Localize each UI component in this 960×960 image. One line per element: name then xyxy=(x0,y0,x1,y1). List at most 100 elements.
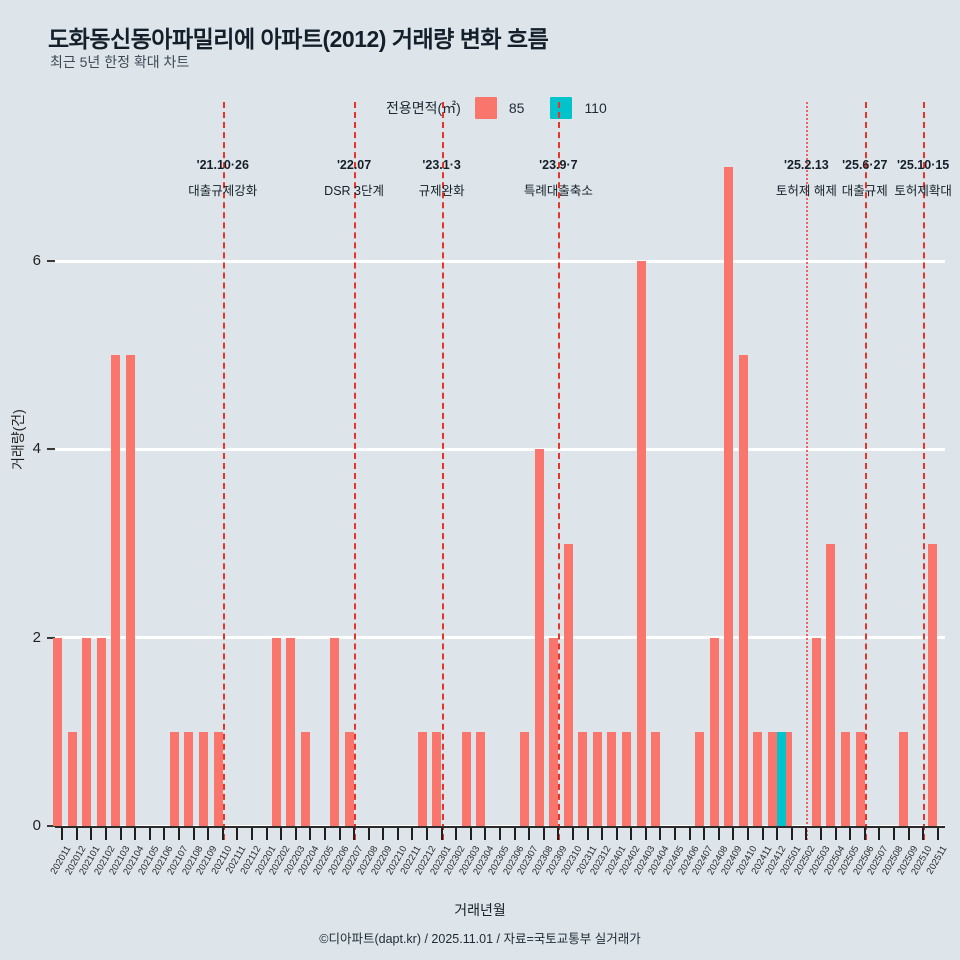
x-axis-tick xyxy=(499,828,501,840)
annotation-date: '25.2.13 xyxy=(784,158,829,172)
annotation-date: '25.10·15 xyxy=(896,158,950,172)
x-axis-tick xyxy=(528,828,531,840)
plot-area: 0 2 4 6 xyxy=(33,102,945,840)
bar-202108-85 xyxy=(184,731,194,826)
x-axis-tick xyxy=(353,828,356,840)
legend-swatch-110 xyxy=(550,97,573,119)
bar-202506-85 xyxy=(855,731,865,826)
annotation-date: '25.6·27 xyxy=(842,158,888,172)
annotation-text: 토허제확대 xyxy=(894,184,952,198)
gridline xyxy=(55,447,945,451)
x-axis-tick xyxy=(236,828,239,840)
x-axis-tick xyxy=(396,828,399,840)
bar-202410-85 xyxy=(738,355,748,826)
x-axis-title: 거래년월 xyxy=(454,902,506,918)
annotation-line-202207 xyxy=(354,102,357,840)
y-axis-title: 거래량(건) xyxy=(10,409,26,470)
annotation-label-202110: '21.10·26 대출규제강화 xyxy=(153,158,293,199)
x-axis-tick xyxy=(601,828,604,840)
bar-202403-85 xyxy=(636,261,646,826)
bar-202401-85 xyxy=(607,731,617,826)
x-axis-tick xyxy=(265,828,268,840)
x-axis-tick xyxy=(178,828,181,840)
bar-202503-85 xyxy=(811,637,821,826)
bar-202103-85 xyxy=(111,355,121,826)
bar-202505-85 xyxy=(840,731,850,826)
x-axis-tick xyxy=(630,828,633,840)
bar-202104-85 xyxy=(125,355,135,826)
y-axis-tick-label: 6 xyxy=(32,252,41,269)
annotation-text: 규제완화 xyxy=(418,184,465,198)
bar-202308-85 xyxy=(534,449,544,826)
annotation-date: '23.9·7 xyxy=(539,158,578,172)
x-axis-tick xyxy=(411,828,414,840)
bar-202412-110 xyxy=(777,731,787,826)
bar-202011-85 xyxy=(53,637,63,826)
x-axis-tick xyxy=(659,828,662,840)
legend-title: 전용면적(㎡) xyxy=(386,100,461,116)
y-axis-tick-mark xyxy=(47,636,55,639)
annotation-line-202506 xyxy=(864,102,867,840)
x-axis-tick xyxy=(207,828,210,840)
bar-202504-85 xyxy=(826,543,836,826)
bar-202101-85 xyxy=(82,637,92,826)
bar-202203-85 xyxy=(286,637,296,826)
x-axis-tick xyxy=(936,828,939,840)
x-axis-tick xyxy=(119,828,122,840)
x-axis-tick xyxy=(644,828,647,840)
bar-202110-85 xyxy=(213,731,223,826)
annotation-label-202301: '23.1·3 규제완화 xyxy=(372,158,512,199)
x-axis-tick xyxy=(294,828,297,840)
bar-202501-85 xyxy=(782,731,792,826)
bar-202301-85 xyxy=(432,731,442,826)
bar-202407-85 xyxy=(695,731,704,826)
x-axis-tick xyxy=(761,828,764,840)
page-subtitle: 최근 5년 한정 확대 차트 xyxy=(50,54,190,70)
x-axis-tick xyxy=(426,828,429,840)
annotation-text: 특례대출축소 xyxy=(523,184,593,198)
x-axis-tick xyxy=(571,828,574,840)
x-axis-tick xyxy=(849,828,852,840)
x-axis-tick xyxy=(922,828,925,840)
x-axis-tick xyxy=(776,828,779,840)
bar-202109-85 xyxy=(198,731,208,826)
x-axis-tick xyxy=(105,828,108,840)
annotation-line-202502 xyxy=(806,102,809,840)
annotation-label-202510: '25.10·15 토허제확대 xyxy=(853,158,960,199)
x-axis-tick xyxy=(469,828,472,840)
x-axis-tick xyxy=(309,828,312,840)
bar-202402-85 xyxy=(622,731,632,826)
bar-202107-85 xyxy=(169,731,179,826)
bar-202204-85 xyxy=(301,731,311,826)
annotation-label-202502: '25.2.13 토허제 해제 xyxy=(736,158,876,199)
annotation-date: '21.10·26 xyxy=(196,158,249,172)
x-axis-tick xyxy=(75,828,78,840)
x-axis-tick xyxy=(863,828,866,840)
bar-202207-85 xyxy=(344,731,354,826)
annotation-label-202207: '22.07 DSR 3단계 xyxy=(284,158,424,199)
bar-202311-85 xyxy=(578,731,588,826)
x-axis-tick xyxy=(323,828,326,840)
x-axis-tick xyxy=(221,828,224,840)
annotation-line-202110 xyxy=(222,102,225,840)
annotation-text: DSR 3단계 xyxy=(324,184,384,198)
annotation-text: 대출규제 xyxy=(841,184,888,198)
legend-label-85: 85 xyxy=(508,100,525,116)
x-axis-tick xyxy=(732,828,735,840)
bar-202307-85 xyxy=(519,731,529,826)
bar-202012-85 xyxy=(67,731,77,826)
x-axis-tick xyxy=(61,828,64,840)
x-axis-tick xyxy=(674,828,677,840)
x-axis-tick xyxy=(367,828,370,840)
bar-202102-85 xyxy=(96,637,106,826)
bar-202304-85 xyxy=(476,731,486,826)
y-axis-tick-label: 0 xyxy=(32,817,41,834)
annotation-line-202309 xyxy=(558,102,561,840)
bar-202411-85 xyxy=(753,731,763,826)
bar-202509-85 xyxy=(899,731,909,826)
x-axis-tick xyxy=(250,828,253,840)
gridline xyxy=(55,636,945,640)
annotation-date: '23.1·3 xyxy=(422,158,461,172)
chart-legend: 전용면적(㎡) 85 110 xyxy=(386,97,607,119)
y-axis-tick-mark xyxy=(47,448,55,451)
